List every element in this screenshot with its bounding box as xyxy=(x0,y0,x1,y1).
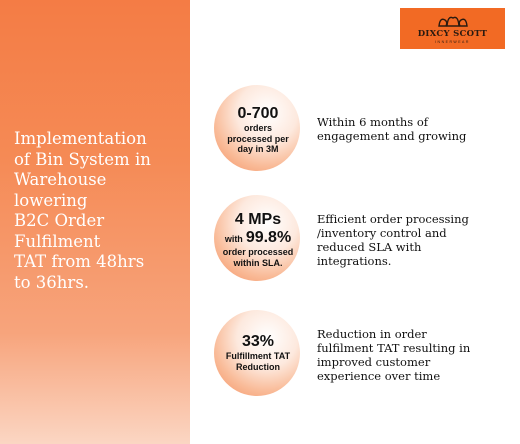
stat-label: Fulfillment TAT xyxy=(225,351,291,361)
brand-name: DIXCY SCOTT xyxy=(417,28,488,39)
stat-value: 4 MPs xyxy=(234,211,282,228)
stat-label: within SLA. xyxy=(233,257,283,268)
description-line: /inventory control and xyxy=(317,226,447,240)
stat-prefix: with xyxy=(224,234,243,244)
headline-line: Fulfilment xyxy=(14,231,101,251)
headline-line: to 36hrs. xyxy=(14,272,90,292)
description-line: improved customer xyxy=(317,355,431,369)
left-panel: Implementation of Bin System in Warehous… xyxy=(0,0,190,444)
stat-description-1: Within 6 months of engagement and growin… xyxy=(317,115,512,143)
description-line: reduced SLA with xyxy=(317,240,422,254)
stat-circle-1 xyxy=(214,85,300,171)
stat-highlight-row: with 99.8% xyxy=(225,229,291,247)
stat-label: processed per xyxy=(227,133,289,144)
brand-logo: DIXCY SCOTT INNERWEAR xyxy=(400,8,505,49)
description-line: Reduction in order xyxy=(317,327,427,341)
crown-logo-icon xyxy=(437,16,468,27)
stat-circle-2 xyxy=(214,195,300,281)
stat-3: 33% Fulfillment TAT Reduction xyxy=(198,333,318,372)
headline-line: B2C Order xyxy=(14,211,105,230)
headline-line: of Bin System in xyxy=(14,149,151,169)
stat-description-2: Efficient order processing /inventory co… xyxy=(317,212,512,268)
headline-line: Implementation xyxy=(14,129,147,148)
stat-value: 33% xyxy=(241,333,275,350)
description-line: experience over time xyxy=(317,369,441,383)
stat-label: day in 3M xyxy=(237,144,279,154)
stat-highlight: 99.8% xyxy=(245,229,292,246)
stat-label: orders xyxy=(243,123,272,133)
stat-circle-3 xyxy=(214,310,300,396)
stat-value: 0-700 xyxy=(237,105,279,122)
stat-1: 0-700 orders processed per day in 3M xyxy=(198,105,318,155)
headline-line: Warehouse xyxy=(14,170,107,189)
stat-description-3: Reduction in order fulfilment TAT result… xyxy=(317,327,512,383)
description-line: fulfilment TAT resulting in xyxy=(317,341,471,355)
description-line: engagement and growing xyxy=(317,129,467,143)
headline-line: lowering xyxy=(14,190,88,210)
description-line: integrations. xyxy=(317,254,392,268)
headline: Implementation of Bin System in Warehous… xyxy=(14,129,190,293)
stat-2: 4 MPs with 99.8% order processed within … xyxy=(198,211,318,268)
description-line: Within 6 months of xyxy=(317,115,429,129)
stat-label: order processed xyxy=(222,247,294,257)
brand-subtitle: INNERWEAR xyxy=(435,39,470,44)
stat-label: Reduction xyxy=(236,361,280,372)
description-line: Efficient order processing xyxy=(317,212,469,226)
headline-line: TAT from 48hrs xyxy=(14,252,145,271)
